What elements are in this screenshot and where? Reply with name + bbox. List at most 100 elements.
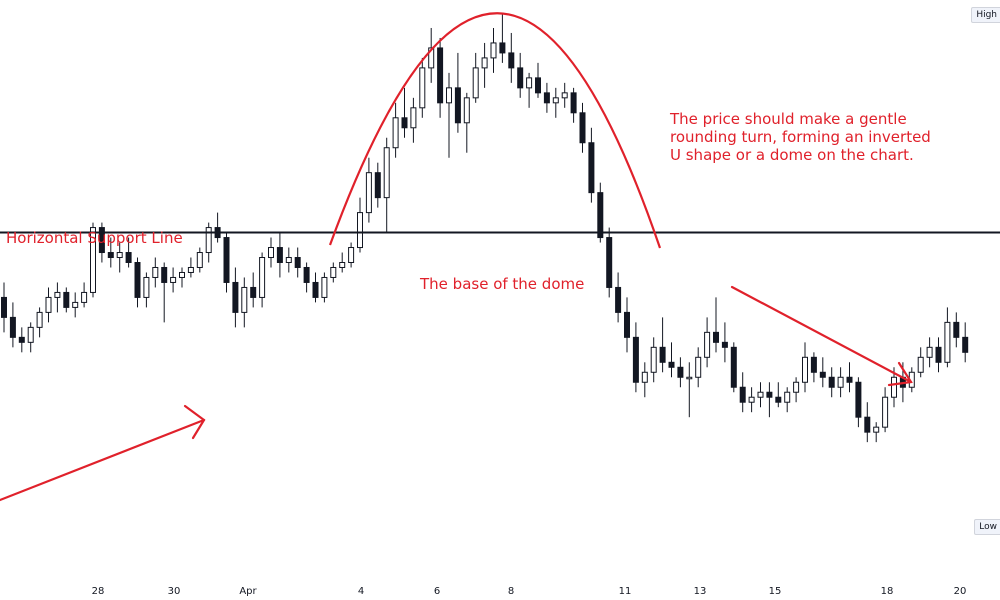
candle [695, 347, 702, 388]
x-tick-label: 6 [434, 586, 440, 597]
candle-body [517, 67, 524, 89]
candle-body [205, 227, 212, 254]
candle [205, 222, 212, 263]
candle [953, 312, 960, 348]
candle [668, 342, 675, 378]
candle-body [837, 376, 844, 388]
candle-body [552, 97, 559, 104]
candle-body [1, 296, 7, 318]
candle-body [116, 252, 123, 259]
candle-body [9, 316, 16, 338]
candle [437, 37, 444, 118]
candle-body [161, 266, 168, 283]
candle-body [650, 346, 657, 373]
candle [766, 382, 773, 418]
candle-body [926, 346, 933, 358]
support-line-label: Horizontal Support Line [6, 229, 183, 247]
candle [944, 307, 951, 368]
candle [321, 272, 328, 303]
candle [303, 262, 310, 293]
candle-body [944, 321, 951, 363]
candle [357, 197, 363, 253]
candle [1, 282, 7, 333]
low-price-label: Low [974, 519, 1000, 535]
candle [9, 302, 16, 348]
candle-body [775, 396, 782, 403]
candle [196, 247, 203, 273]
description-line-3: U shape or a dome on the chart. [670, 146, 914, 164]
candle [463, 92, 470, 153]
candle-body [953, 321, 960, 338]
candle-body [882, 396, 889, 428]
candle [54, 282, 61, 313]
candle [250, 272, 257, 308]
candle-body [223, 237, 230, 283]
candle [526, 72, 533, 108]
candle-body [855, 381, 862, 418]
candle-body [490, 42, 497, 59]
candle [330, 262, 337, 283]
candle [125, 237, 132, 268]
candle [793, 377, 800, 403]
candle [926, 337, 933, 368]
candle [454, 52, 461, 133]
candle [143, 272, 150, 308]
candle-body [543, 92, 550, 104]
candle-body [819, 371, 826, 378]
high-price-label: High [971, 7, 1000, 23]
candle [543, 82, 550, 113]
candle-body [570, 92, 577, 114]
candle [713, 297, 719, 353]
candle-body [508, 52, 515, 69]
candle-body [27, 326, 34, 343]
candle-body [793, 381, 800, 393]
candle-body [428, 47, 435, 69]
arrow-down-right [730, 285, 913, 387]
dome-base-label: The base of the dome [420, 275, 585, 293]
candle [873, 422, 880, 443]
candle-body [935, 346, 942, 363]
candle-body [125, 252, 132, 264]
candle-body [891, 376, 897, 398]
candle [837, 367, 844, 398]
candle [241, 277, 248, 328]
candle [285, 247, 292, 273]
candle [855, 377, 862, 428]
x-tick-label: 28 [92, 586, 105, 597]
candle-body [632, 336, 639, 383]
candle [570, 87, 577, 123]
candle [268, 237, 274, 268]
candle-body [561, 92, 568, 99]
candle [935, 337, 942, 373]
candle [81, 282, 88, 308]
candle-body [63, 291, 70, 308]
candle [36, 307, 43, 338]
candle [739, 372, 746, 413]
candle-body [917, 356, 924, 373]
candle-body [18, 336, 25, 343]
candle [686, 362, 693, 418]
candle-body [828, 376, 835, 388]
candle [828, 367, 835, 398]
candle [419, 57, 426, 118]
candle-body [668, 361, 675, 368]
candle-body [641, 371, 648, 383]
candle [428, 27, 435, 83]
candle [917, 347, 924, 378]
candle [802, 342, 808, 393]
candle-body [962, 336, 969, 353]
candle-body [294, 257, 301, 268]
candle-body [250, 286, 257, 298]
candle [90, 222, 96, 298]
candle [152, 257, 159, 288]
candle [588, 127, 595, 203]
candle-body [81, 291, 88, 303]
candle-body [303, 266, 310, 283]
candle [374, 162, 381, 208]
candle [45, 287, 52, 323]
candle [107, 237, 114, 268]
candle [517, 52, 524, 98]
candle [446, 72, 452, 158]
candle-body [54, 291, 61, 298]
